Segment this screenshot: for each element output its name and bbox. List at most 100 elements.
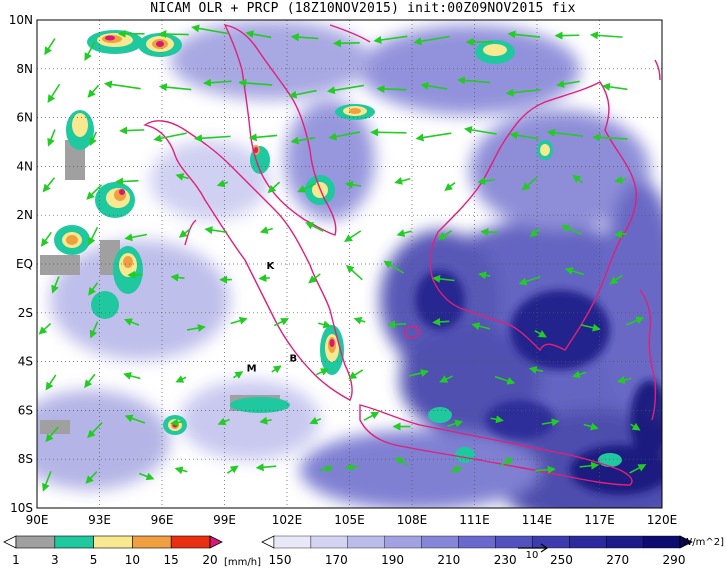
olr-swatch: [384, 535, 422, 549]
wind-vector: [267, 181, 281, 194]
x-tick-label: 105E: [334, 513, 365, 527]
y-tick-label: EQ: [16, 257, 33, 271]
wind-vector: [42, 471, 52, 492]
vector-key-label: 10: [526, 550, 539, 561]
wind-vector: [601, 82, 628, 91]
wind-vector: [259, 226, 273, 234]
wind-vector: [630, 422, 641, 431]
wind-vector: [45, 374, 57, 391]
wind-vector: [124, 233, 148, 242]
wind-vector: [84, 41, 96, 62]
olr-tick-label: 290: [663, 553, 686, 567]
wind-vector: [370, 128, 407, 137]
wind-vector: [589, 31, 623, 40]
wind-vector: [315, 368, 329, 376]
wind-vector: [456, 76, 491, 85]
wind-vector: [103, 80, 141, 90]
wind-vector: [579, 461, 600, 470]
wind-vector: [438, 230, 453, 240]
wind-vector: [87, 422, 103, 439]
olr-swatch: [310, 535, 349, 549]
y-tick-label: 2S: [18, 306, 33, 320]
wind-vector: [564, 267, 585, 276]
wind-vector: [175, 173, 189, 181]
vector-key: 10: [518, 543, 549, 561]
wind-vector: [89, 321, 99, 339]
colorbars: 1 3 5 10 15 20 [mm/h] 150 170 190 210 230 250 270 290…: [3, 535, 724, 568]
olr-swatch: [642, 535, 681, 549]
wind-vector: [344, 230, 362, 243]
wind-vector: [238, 79, 273, 87]
wind-vector: [432, 317, 450, 326]
wind-vector: [571, 370, 587, 379]
plot-frame: [36, 19, 663, 509]
wind-vector: [507, 30, 541, 39]
precip-tick-label: 1: [12, 553, 20, 567]
wind-vector: [40, 231, 52, 247]
olr-swatch: [569, 535, 607, 549]
wind-vector: [187, 324, 206, 332]
wind-vector: [613, 230, 627, 239]
precip-tick-label: 10: [125, 553, 140, 567]
wind-vector: [528, 366, 544, 374]
olr-swatch: [347, 535, 385, 549]
wind-vector: [535, 465, 556, 474]
wind-vector: [170, 418, 184, 427]
wind-vector: [158, 83, 192, 92]
y-tick-label: 10N: [9, 13, 33, 27]
y-tick-label: 8N: [16, 62, 33, 76]
y-tick-label: 10S: [10, 501, 33, 515]
wind-vector: [230, 316, 248, 325]
x-tick-label: 108E: [397, 513, 428, 527]
wind-vector: [174, 466, 188, 475]
wind-vector: [546, 128, 584, 137]
x-tick-label: 111E: [459, 513, 490, 527]
wind-vector: [47, 129, 56, 147]
wind-vector: [115, 177, 139, 186]
wind-vector: [203, 78, 232, 87]
wind-vector: [529, 228, 541, 238]
precip-swatch: [54, 535, 94, 549]
olr-tick-label: 190: [381, 553, 404, 567]
x-tick-label: 93E: [88, 513, 111, 527]
precip-swatch: [15, 535, 56, 549]
wind-vector: [348, 369, 364, 380]
wind-vector: [471, 322, 491, 331]
wind-vector: [444, 182, 456, 192]
precipitation-field: [40, 30, 622, 467]
wind-vector: [345, 264, 363, 281]
olr-swatch: [273, 535, 312, 549]
precip-unit: [mm/h]: [224, 557, 261, 568]
wind-vector: [138, 472, 155, 481]
wind-vector: [449, 466, 463, 474]
precip-tick-label: 15: [164, 553, 179, 567]
wind-vector: [309, 416, 322, 425]
coastlines: [143, 24, 661, 486]
olr-cloud-field: [37, 20, 662, 508]
wind-vector: [86, 184, 103, 200]
wind-vector: [153, 132, 187, 143]
wind-vector: [248, 133, 278, 142]
wind-vector: [42, 177, 56, 193]
wind-vector: [326, 84, 364, 95]
wind-vector: [51, 276, 60, 294]
wind-vector: [119, 126, 145, 135]
y-tick-label: 4N: [16, 159, 33, 173]
wind-vector: [226, 465, 239, 474]
wind-vector: [580, 323, 601, 332]
olr-colorbar: 150 170 190 210 230 250 270 290 [W/m^2]: [261, 535, 724, 567]
wind-vector: [373, 35, 408, 44]
olr-swatch: [421, 535, 459, 549]
wind-vector: [85, 471, 98, 484]
wind-vector: [614, 175, 627, 184]
wind-vector: [541, 418, 560, 427]
x-tick-label: 96E: [151, 513, 174, 527]
precip-tick-label: 3: [51, 553, 59, 567]
wind-vector: [609, 274, 623, 285]
wind-vector: [556, 80, 580, 88]
olr-tick-label: 230: [494, 553, 517, 567]
olr-tick-label: 270: [606, 553, 629, 567]
wind-vector: [271, 365, 282, 374]
wind-vector: [88, 226, 99, 246]
